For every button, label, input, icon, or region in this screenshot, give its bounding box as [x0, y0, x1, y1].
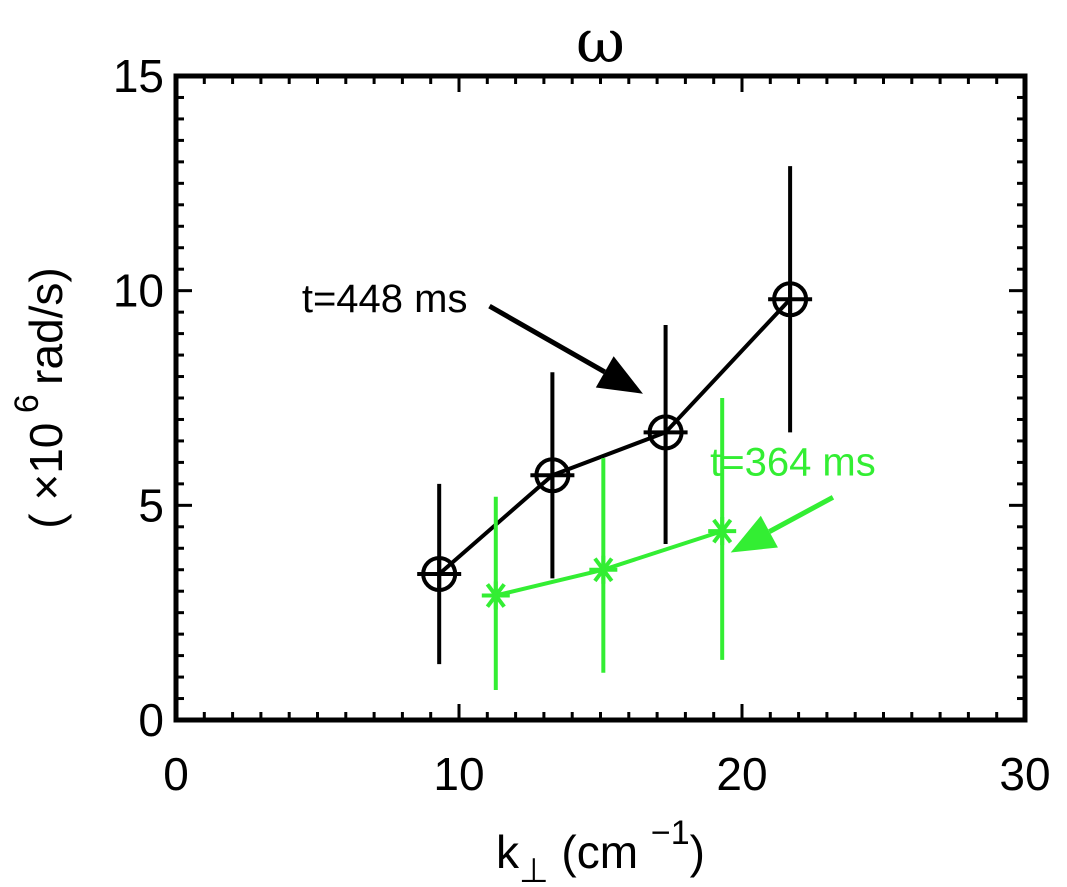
y-axis-label: ( ×10 6 rad/s) — [8, 267, 72, 529]
annotation-label: t=364 ms — [710, 440, 876, 484]
y-tick-label: 15 — [113, 50, 164, 102]
annotation-arrow-head — [595, 356, 643, 394]
y-tick-label: 5 — [138, 479, 164, 531]
y-tick-label: 10 — [113, 265, 164, 317]
annotation-arrow-head — [730, 515, 778, 553]
chart-title: ω — [576, 7, 625, 77]
plot-area: 0 10 20 30 0 5 10 15 ω k⊥ (cm −1) ( ×10 6 rad/s) t=… — [8, 7, 1051, 887]
annotation-arrow-shaft — [768, 495, 835, 534]
annotation-label: t=448 ms — [302, 277, 468, 321]
annotation-arrow-shaft — [488, 303, 606, 375]
x-axis-label: k⊥ (cm −1) — [496, 814, 705, 887]
x-tick-label: 20 — [716, 748, 767, 800]
y-tick-label: 0 — [138, 694, 164, 746]
x-tick-label: 30 — [999, 748, 1050, 800]
x-tick-label: 0 — [163, 748, 189, 800]
series-1 — [481, 398, 737, 690]
x-tick-label: 10 — [433, 748, 484, 800]
